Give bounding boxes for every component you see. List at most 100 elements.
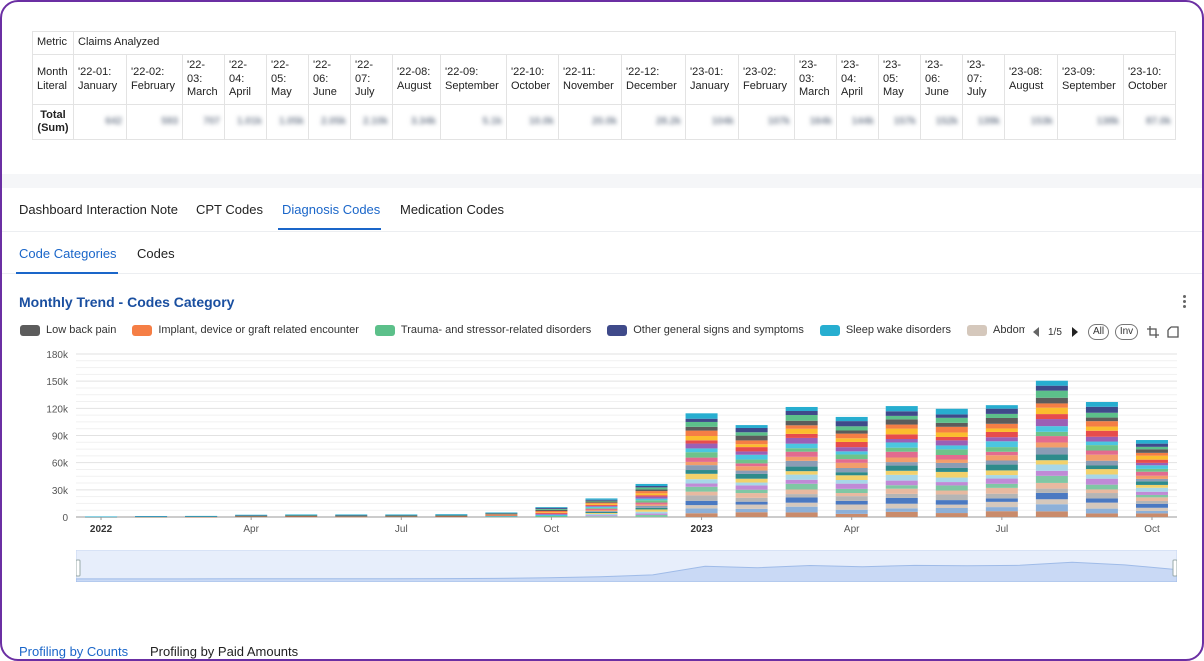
bar-segment [835,509,868,514]
bar-segment [1035,419,1068,427]
bar-segment [885,485,918,489]
bar-segment [835,426,868,431]
legend-item[interactable]: Trauma- and stressor-related disorders [374,324,591,336]
bar-segment [885,474,918,481]
month-literal-line: January [78,79,118,92]
month-literal-line: '22-02: [131,66,165,78]
tab-cpt-codes[interactable]: CPT Codes [196,202,263,217]
bar-segment [685,430,718,436]
legend-item[interactable]: Low back pain [20,324,116,336]
legend-label: Other general signs and symptoms [633,324,804,336]
legend-prev-icon[interactable] [1032,326,1040,338]
bar-segment [535,514,568,517]
stacked-bar-chart[interactable]: 0 30k 60k 90k 120k 150k 180k 2022 Apr Jul Oct 2023 A… [2,342,1204,542]
bar-segment [735,451,768,455]
bar-segment [1135,481,1168,485]
month-literal-line: 05: [883,72,899,85]
bar-segment [935,440,968,446]
bar-segment [785,502,818,507]
bar-segment [935,482,968,486]
bar-segment [785,460,818,467]
bar-segment [1085,493,1118,499]
bar-segment [835,430,868,434]
bar-segment [1135,491,1168,495]
legend-item[interactable]: Other general signs and symptoms [607,324,804,336]
bar-segment [935,504,968,508]
more-options-icon[interactable] [1180,294,1188,312]
bar-segment [635,483,668,487]
month-literal-line: February [743,79,788,92]
zoom-reset-icon[interactable] [1166,325,1180,339]
bar-segment [235,516,268,518]
summary-table-container[interactable]: Metric Claims Analyzed Month Literal '22… [32,31,1176,141]
month-literal-cell: '22- 07: July [350,54,393,105]
bar-segment [585,505,618,507]
bar-segment [735,512,768,517]
month-literal-cell: '23- 05: May [878,54,921,105]
y-tick-label: 180k [46,350,69,361]
legend-select-all-button[interactable]: All [1088,324,1109,340]
bar-segment [835,459,868,463]
tab-codes[interactable]: Codes [137,246,175,261]
bar-segment [685,508,718,514]
month-literal-cell: '22-08: August [392,54,441,105]
tab-medication-codes[interactable]: Medication Codes [400,202,505,217]
tab-dashboard-interaction-note[interactable]: Dashboard Interaction Note [19,202,178,217]
bar-segment [1035,414,1068,420]
total-sum-cell: 164k [794,104,837,140]
bar-segment [985,487,1018,494]
data-zoom-slider[interactable] [76,550,1177,582]
legend-invert-button[interactable]: Inv [1115,324,1138,340]
bar-segment [735,470,768,474]
tab-code-categories[interactable]: Code Categories [19,246,117,261]
bar-segment [785,483,818,490]
legend-swatch [607,324,628,336]
tab-profiling-by-paid-amounts[interactable]: Profiling by Paid Amounts [150,644,299,659]
y-tick-label: 120k [46,404,69,415]
bar-segment [335,515,368,516]
profiling-tab-bar: Profiling by Counts Profiling by Paid Am… [2,632,1202,659]
legend-item[interactable]: Abdominal pain and other digestive/abdom… [967,324,1025,336]
bar-segment [1035,380,1068,386]
bar-segment [435,515,468,517]
tab-profiling-by-counts[interactable]: Profiling by Counts [19,644,129,659]
bar-segment [735,463,768,467]
data-zoom-right-handle[interactable] [1172,559,1177,577]
bar-segment [685,486,718,492]
total-sum-cell: 1.01k [224,104,267,140]
legend-label: Low back pain [46,324,117,336]
bar-segment [785,471,818,475]
data-zoom-left-handle[interactable] [76,559,81,577]
month-literal-line: '22- [271,59,289,72]
total-sum-cell: 153k [1004,104,1058,140]
bar-segment [1085,430,1118,437]
zoom-select-icon[interactable] [1146,325,1160,339]
tab-diagnosis-codes[interactable]: Diagnosis Codes [282,202,381,217]
month-literal-line: 04: [229,72,245,85]
month-literal-cell: '23- 04: April [836,54,879,105]
legend-next-icon[interactable] [1071,326,1079,338]
bar-segment [485,513,518,514]
month-literal-line: '23-02: [743,66,777,78]
bar-segment [635,513,668,515]
bar-segment [935,471,968,478]
total-sum-cell: 28.2k [621,104,686,140]
bar-segment [1135,484,1168,488]
x-tick-label: Apr [844,524,860,535]
legend-swatch [132,324,153,336]
bar-segment [935,513,968,517]
x-tick-label: Oct [1144,524,1160,535]
bar-segment [885,415,918,420]
bar-segment [885,434,918,440]
y-tick-label: 30k [52,486,69,497]
legend-item[interactable]: Sleep wake disorders [819,324,951,336]
bar-segment [635,509,668,512]
bar-segment [635,511,668,514]
bar-segment [885,470,918,475]
chart-title: Monthly Trend - Codes Category [19,294,235,310]
bar-segment [935,490,968,495]
legend-item[interactable]: Implant, device or graft related encount… [132,324,359,336]
bar-segment [1135,494,1168,498]
bar-segment [785,456,818,461]
bar-segment [785,414,818,421]
